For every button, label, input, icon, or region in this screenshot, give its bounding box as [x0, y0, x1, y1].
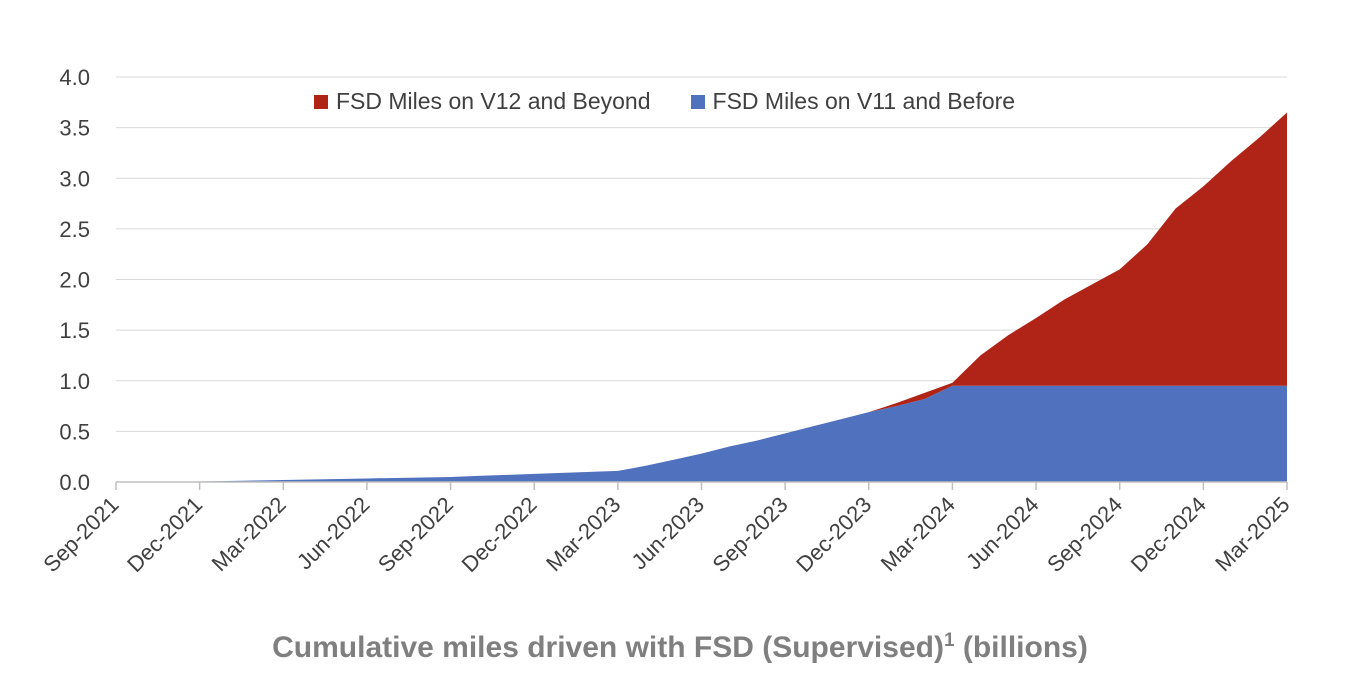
x-tick-label: Dec-2022: [457, 492, 542, 577]
area-series-1: [116, 385, 1287, 482]
x-tick-label: Sep-2021: [38, 492, 123, 577]
chart-title-suffix: (billions): [954, 631, 1088, 664]
y-tick-label: 4.0: [59, 65, 90, 90]
x-tick-label: Sep-2023: [708, 492, 793, 577]
area-series: [116, 112, 1287, 482]
y-tick-label: 3.5: [59, 116, 90, 141]
x-tick-label: Mar-2025: [1210, 492, 1294, 576]
x-tick-label: Jun-2024: [961, 492, 1044, 575]
chart-title-text: Cumulative miles driven with FSD (Superv…: [272, 631, 944, 664]
x-tick-label: Mar-2024: [876, 492, 960, 576]
x-tick-label: Mar-2022: [207, 492, 291, 576]
x-tick-label: Dec-2021: [122, 492, 207, 577]
y-tick-label: 0.0: [59, 470, 90, 495]
legend-label-v12: FSD Miles on V12 and Beyond: [336, 88, 651, 114]
y-tick-label: 2.5: [59, 217, 90, 242]
legend-item-v12: FSD Miles on V12 and Beyond: [314, 88, 651, 115]
y-tick-label: 2.0: [59, 268, 90, 293]
y-tick-label: 1.5: [59, 318, 90, 343]
x-tick-label: Sep-2022: [373, 492, 458, 577]
y-tick-labels: 0.0 0.5 1.0 1.5 2.0 2.5 3.0 3.5 4.0: [59, 65, 90, 495]
x-tick-label: Sep-2024: [1042, 492, 1127, 577]
axes: [115, 481, 1288, 490]
gridlines: [116, 76, 1287, 432]
chart-title-superscript: 1: [943, 630, 955, 651]
legend-label-v11: FSD Miles on V11 and Before: [712, 88, 1016, 114]
x-tick-label: Jun-2023: [626, 492, 709, 575]
chart-title: Cumulative miles driven with FSD (Superv…: [0, 630, 1360, 665]
y-tick-label: 0.5: [59, 419, 90, 444]
x-tick-label: Dec-2023: [791, 492, 876, 577]
y-tick-label: 1.0: [59, 369, 90, 394]
x-tick-label: Dec-2024: [1126, 492, 1211, 577]
legend-item-v11: FSD Miles on V11 and Before: [690, 88, 1016, 115]
legend: FSD Miles on V12 and Beyond FSD Miles on…: [314, 88, 1015, 115]
legend-swatch-v11: [690, 94, 705, 109]
x-tick-label: Mar-2023: [541, 492, 625, 576]
x-tick-label: Jun-2022: [292, 492, 375, 575]
y-tick-label: 3.0: [59, 166, 90, 191]
legend-swatch-v12: [314, 94, 328, 109]
